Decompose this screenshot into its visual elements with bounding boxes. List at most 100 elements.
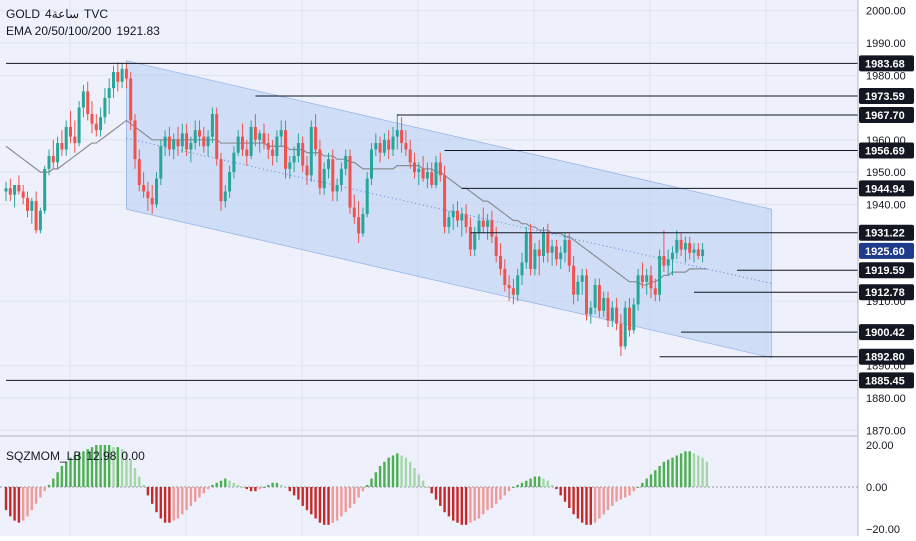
- horizontal-levels[interactable]: [6, 62, 858, 381]
- candlestick-series: [4, 62, 705, 357]
- candle-body: [395, 130, 399, 137]
- candle-body: [331, 159, 335, 192]
- candle-body: [615, 307, 619, 324]
- momentum-bar: [4, 487, 8, 511]
- price-tick-label: 2000.00: [866, 6, 906, 18]
- candle: [468, 217, 472, 256]
- candle: [176, 126, 180, 156]
- candle: [90, 101, 94, 134]
- momentum-bar: [507, 487, 511, 492]
- momentum-bar: [224, 478, 227, 487]
- oscillator-legend[interactable]: SQZMOM_LB 12.98 0.00: [6, 449, 150, 463]
- level-tag: 1956.69: [859, 142, 914, 159]
- candle-body: [434, 162, 438, 185]
- candle-body: [649, 275, 653, 289]
- level-tag-text: 1967.70: [865, 110, 905, 122]
- current-price-tag: 1925.60: [859, 242, 914, 259]
- chart-legend-symbol[interactable]: GOLD 4ساعة TVC: [6, 7, 113, 21]
- candle-body: [696, 249, 700, 256]
- momentum-bar: [477, 487, 481, 519]
- candle-body: [580, 275, 584, 282]
- candle: [585, 268, 588, 321]
- candle: [137, 149, 141, 192]
- momentum-bar: [533, 476, 537, 487]
- candle-body: [554, 246, 558, 260]
- candle: [623, 301, 627, 350]
- candle-body: [155, 178, 158, 205]
- momentum-bar: [434, 487, 438, 500]
- candle-body: [146, 191, 150, 198]
- momentum-bar: [370, 478, 373, 487]
- candle: [180, 123, 184, 153]
- candle-body: [163, 136, 167, 147]
- candle: [451, 204, 455, 231]
- candle-body: [275, 136, 279, 156]
- level-tag-text: 1956.69: [865, 146, 905, 158]
- candle: [602, 291, 606, 318]
- momentum-bar: [198, 487, 201, 498]
- candle: [296, 133, 300, 163]
- momentum-bar: [47, 484, 51, 487]
- candle: [576, 275, 580, 302]
- price-tick-label: 1880.00: [866, 393, 906, 405]
- candle-body: [589, 307, 593, 315]
- candle: [533, 243, 537, 276]
- price-tick-label: 1990.00: [866, 38, 906, 50]
- candle-body: [438, 162, 442, 176]
- candle-body: [314, 126, 318, 150]
- candle: [554, 239, 558, 266]
- candle-body: [421, 168, 425, 179]
- candle-body: [228, 172, 232, 192]
- momentum-bar: [684, 451, 687, 487]
- price-tick-label: 1870.00: [866, 425, 906, 437]
- momentum-bar: [241, 487, 244, 488]
- candle-body: [619, 323, 623, 347]
- candle: [51, 139, 55, 169]
- candle: [473, 226, 477, 256]
- momentum-bar: [555, 487, 558, 490]
- candle: [232, 146, 236, 179]
- candle-body: [533, 249, 537, 269]
- candle: [666, 249, 670, 276]
- candle-body: [185, 133, 189, 150]
- candle: [520, 252, 524, 286]
- price-tick-label: 1950.00: [866, 167, 906, 179]
- level-tag-text: 1983.68: [865, 58, 905, 70]
- candle: [430, 162, 434, 189]
- level-tag-text: 1973.59: [865, 91, 905, 103]
- chart-legend-study[interactable]: EMA 20/50/100/200 1921.83: [6, 24, 165, 38]
- momentum-bar: [254, 487, 257, 492]
- momentum-bar: [151, 487, 154, 504]
- candle: [339, 162, 343, 192]
- candle-body: [516, 275, 520, 295]
- momentum-bar: [632, 487, 635, 492]
- candle: [456, 201, 459, 227]
- candle-body: [86, 91, 90, 114]
- channel-band[interactable]: [126, 60, 772, 359]
- candle-body: [374, 143, 378, 150]
- level-price-tags: 1983.68 1973.59 1967.70 1956.69 1944.94 1931.…: [859, 55, 914, 389]
- candle-body: [408, 149, 412, 163]
- level-tag-bg: [859, 224, 914, 241]
- candle-body: [585, 275, 588, 315]
- candle: [443, 165, 447, 234]
- candle-body: [210, 114, 214, 137]
- candle: [335, 178, 339, 202]
- current-price-bg: [859, 242, 914, 259]
- regression-channel[interactable]: [126, 60, 772, 359]
- candle-body: [4, 188, 8, 192]
- momentum-bar: [146, 487, 150, 496]
- oscillator-value-2: 0.00: [121, 449, 145, 463]
- candle-body: [511, 288, 515, 295]
- momentum-bar: [550, 484, 554, 487]
- candle: [671, 246, 674, 276]
- candle-body: [26, 197, 29, 211]
- candle-body: [464, 214, 468, 227]
- momentum-bar: [391, 455, 395, 487]
- candle: [365, 172, 369, 218]
- candle: [434, 155, 438, 189]
- study-label: EMA 20/50/100/200: [6, 24, 112, 38]
- momentum-bar: [628, 487, 631, 496]
- candle: [69, 110, 72, 144]
